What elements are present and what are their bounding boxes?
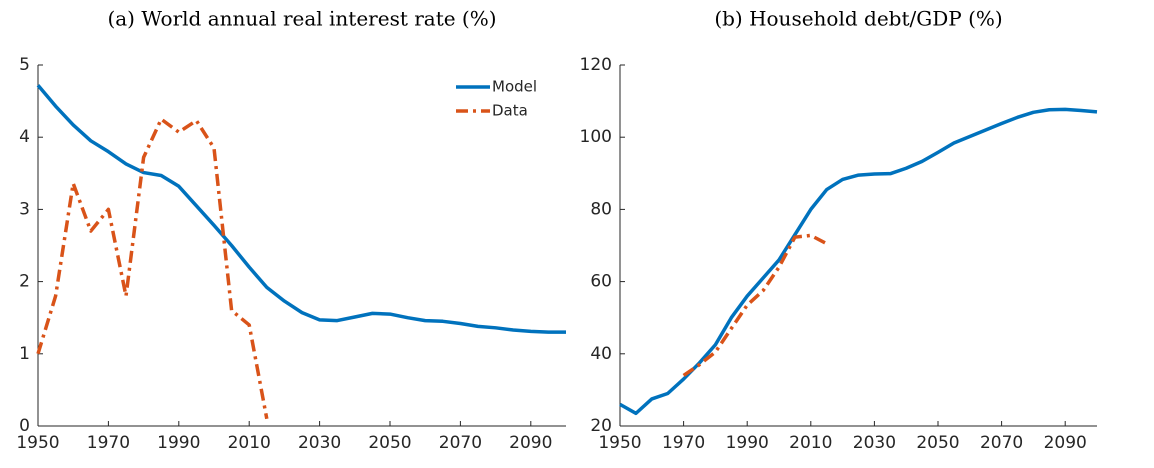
chart-title: (a) World annual real interest rate (%) [107, 7, 496, 31]
y-tick-label: 60 [590, 272, 612, 292]
y-tick-label: 0 [19, 416, 30, 436]
x-tick-label: 2030 [298, 433, 341, 453]
x-tick-label: 1950 [16, 433, 59, 453]
x-tick-label: 1970 [87, 433, 130, 453]
y-tick-label: 5 [19, 55, 30, 75]
y-tick-label: 4 [19, 127, 30, 147]
series-line [36, 84, 566, 334]
y-tick-label: 40 [590, 344, 612, 364]
legend-label: Model [492, 78, 537, 96]
x-tick-label: 2030 [853, 433, 896, 453]
y-tick-label: 80 [590, 199, 612, 219]
x-tick-label: 2010 [789, 433, 832, 453]
x-tick-label: 2090 [509, 433, 552, 453]
x-tick-label: 1990 [157, 433, 200, 453]
x-tick-label: 1970 [662, 433, 705, 453]
x-tick-label: 2050 [916, 433, 959, 453]
legend-label: Data [492, 102, 528, 120]
y-tick-label: 120 [580, 55, 612, 75]
series-line [619, 107, 1098, 416]
y-tick-label: 3 [19, 199, 30, 219]
y-tick-label: 2 [19, 272, 30, 292]
x-tick-label: 2010 [228, 433, 271, 453]
x-tick-label: 2070 [439, 433, 482, 453]
y-tick-label: 20 [590, 416, 612, 436]
x-tick-label: 2090 [1044, 433, 1087, 453]
series-line [36, 117, 269, 420]
x-tick-label: 1950 [598, 433, 641, 453]
x-tick-label: 1990 [726, 433, 769, 453]
y-tick-label: 1 [19, 344, 30, 364]
chart-title: (b) Household debt/GDP (%) [714, 7, 1002, 31]
x-tick-label: 2070 [980, 433, 1023, 453]
x-tick-label: 2050 [368, 433, 411, 453]
series-line [682, 233, 828, 377]
y-tick-label: 100 [580, 127, 612, 147]
